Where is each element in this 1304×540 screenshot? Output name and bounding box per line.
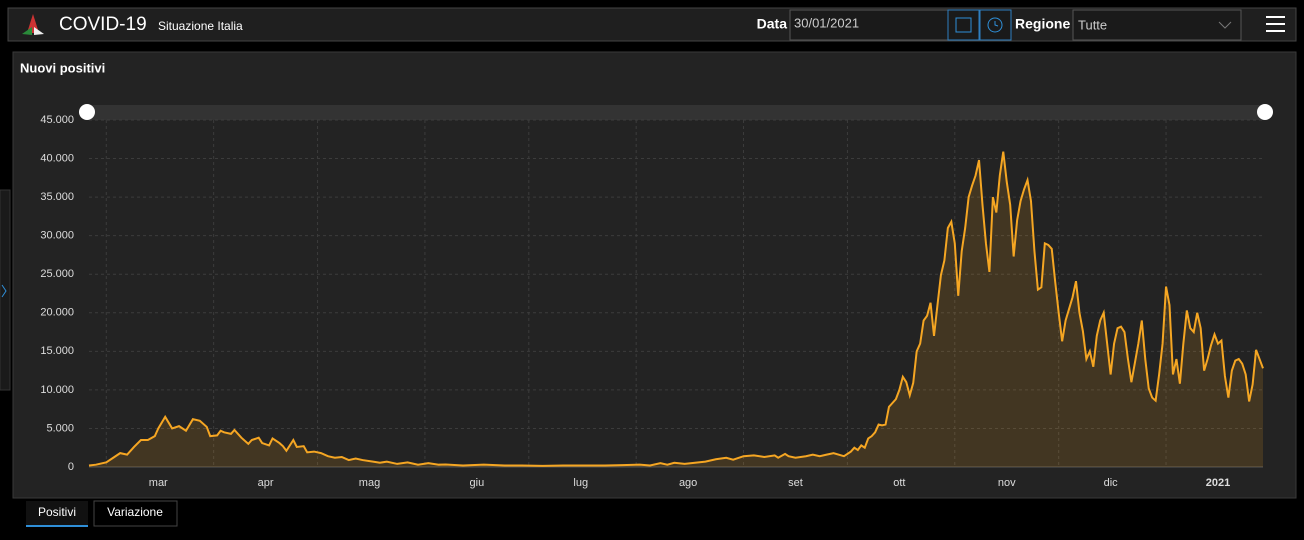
app-title: COVID-19 bbox=[59, 14, 147, 35]
date-input[interactable] bbox=[789, 9, 949, 41]
clock-icon bbox=[987, 17, 1003, 33]
slider-handle[interactable] bbox=[1257, 104, 1273, 120]
calendar-button[interactable] bbox=[947, 9, 980, 41]
x-tick-label: set bbox=[788, 477, 803, 489]
plot: 0 5.000 10.000 15.000 20.000 25.000 30.000 35.0… bbox=[40, 114, 1264, 489]
x-tick-label: 2021 bbox=[1206, 477, 1230, 489]
clock-hands bbox=[994, 21, 999, 27]
chart-panel bbox=[12, 51, 1297, 499]
region-value[interactable]: Tutte bbox=[1078, 17, 1107, 32]
app-subtitle: Situazione Italia bbox=[158, 19, 243, 33]
tab[interactable] bbox=[26, 501, 88, 527]
x-tick-label: dic bbox=[1104, 477, 1119, 489]
y-tick-label: 0 bbox=[68, 461, 74, 473]
tab-label[interactable]: Variazione bbox=[107, 505, 163, 519]
x-tick-label: giu bbox=[470, 477, 485, 489]
range-slider[interactable] bbox=[87, 105, 1265, 120]
y-tick-label: 25.000 bbox=[40, 268, 74, 280]
menu-button[interactable] bbox=[1266, 16, 1285, 32]
date-value[interactable]: 30/01/2021 bbox=[794, 15, 859, 30]
y-tick-label: 40.000 bbox=[40, 152, 74, 164]
side-arrow bbox=[1, 284, 7, 298]
y-tick-label: 15.000 bbox=[40, 345, 74, 357]
y-tick-label: 10.000 bbox=[40, 384, 74, 396]
y-tick-label: 45.000 bbox=[40, 114, 74, 126]
tab[interactable] bbox=[93, 500, 178, 527]
line bbox=[88, 151, 1264, 467]
y-tick-label: 35.000 bbox=[40, 191, 74, 203]
y-tick-label: 20.000 bbox=[40, 307, 74, 319]
select-arrow bbox=[1218, 21, 1232, 29]
calendar-icon bbox=[955, 17, 972, 33]
region-select[interactable] bbox=[1072, 9, 1242, 41]
x-tick-label: mag bbox=[359, 477, 380, 489]
x-tick-label: nov bbox=[998, 477, 1016, 489]
x-tick-label: ott bbox=[893, 477, 905, 489]
area-fill bbox=[89, 151, 1263, 468]
chart-title: Nuovi positivi bbox=[20, 60, 105, 75]
x-tick-label: apr bbox=[258, 477, 274, 489]
x-tick-label: lug bbox=[573, 477, 588, 489]
logo bbox=[22, 14, 44, 35]
y-tick-label: 30.000 bbox=[40, 230, 74, 242]
x-tick-label: ago bbox=[679, 477, 697, 489]
y-tick-label: 5.000 bbox=[46, 422, 74, 434]
region-label: Regione bbox=[1015, 16, 1070, 32]
x-tick-label: mar bbox=[149, 477, 168, 489]
slider-handle[interactable] bbox=[79, 104, 95, 120]
tab-label[interactable]: Positivi bbox=[38, 505, 76, 519]
date-label: Data bbox=[757, 16, 788, 32]
